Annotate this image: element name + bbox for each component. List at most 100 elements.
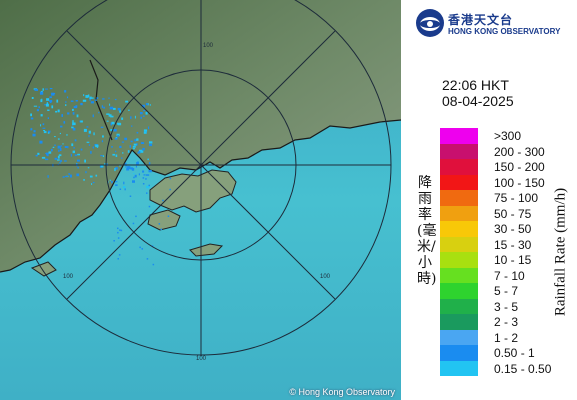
rain-echo [76,173,80,177]
rain-echo [132,145,136,148]
rain-echo [70,100,74,102]
observatory-logo[interactable]: 香港天文台 HONG KONG OBSERVATORY [415,8,575,42]
rain-echo [60,145,63,147]
rain-echo [59,132,61,135]
rain-echo [44,104,46,106]
rain-echo [86,126,89,128]
rain-echo [152,263,155,266]
rain-echo [142,147,145,151]
rain-echo [51,93,56,95]
radar-map[interactable]: 100 100 100 100 © Hong Kong Observatory [0,0,401,400]
rain-echo [59,161,61,164]
observatory-emblem-icon [416,9,444,37]
rain-echo [133,143,137,146]
legend-swatch [440,159,478,175]
legend-label: 15 - 30 [494,237,532,252]
rain-echo [147,103,149,106]
rain-echo [119,229,121,231]
legend-label: 75 - 100 [494,191,539,205]
rain-echo [102,155,105,157]
rain-echo [32,133,36,137]
rain-echo [45,103,49,107]
rain-echo [113,129,117,132]
rain-echo [102,98,105,100]
legend-swatch [440,345,478,361]
rain-echo [92,181,95,184]
rain-echo [130,167,133,170]
rain-echo [93,132,95,136]
rain-echo [162,199,164,202]
legend-unit-english: Rainfall Rate (mm/h) [552,187,569,317]
rain-echo [131,125,133,127]
rain-echo [41,156,46,159]
rain-echo [60,125,63,128]
rain-echo [89,175,93,178]
rain-echo [149,141,153,144]
rain-echo [121,157,123,159]
rain-echo [65,104,67,106]
rain-echo [117,237,120,239]
rain-echo [135,165,137,168]
rain-echo [139,112,143,115]
rain-echo [47,109,50,111]
legend-label: 50 - 75 [494,206,532,221]
range-label-north: 100 [203,43,214,49]
rain-echo [140,116,142,119]
rain-echo [100,164,104,168]
rain-echo [77,166,79,169]
legend-label: 200 - 300 [494,144,545,159]
legend-label: 5 - 7 [494,284,519,298]
rain-echo [146,192,148,194]
rain-echo [67,96,69,99]
rain-echo [145,103,148,106]
rain-echo [77,159,80,162]
rain-echo [46,98,50,101]
coastline [0,119,401,273]
rain-echo [38,106,40,109]
rain-echo [102,135,104,138]
legend-swatch [440,298,478,314]
rain-echo [92,114,94,118]
rain-echo [118,254,121,256]
rain-echo [82,99,87,102]
rain-echo [40,124,42,127]
rain-echo [142,177,145,179]
rain-echo [55,110,58,113]
rain-echo [110,115,114,118]
rain-echo [57,145,61,149]
rain-echo [80,148,83,151]
legend-label: 1 - 2 [494,330,519,345]
rain-echo [111,146,113,148]
legend-swatch [440,205,478,221]
lantau-island [147,209,181,231]
rain-echo [54,157,58,160]
rain-echo [72,150,75,154]
rain-echo [37,152,40,155]
rain-echo [132,222,135,225]
rain-echo [73,146,75,149]
rain-echo [72,127,76,131]
rain-echo [31,97,34,99]
rain-echo [139,150,144,153]
legend-label: >300 [494,129,522,143]
rain-echo [67,146,69,149]
rain-echo [62,143,64,145]
rain-echo [125,100,129,103]
legend-label: 3 - 5 [494,299,519,314]
rain-echo [67,112,70,115]
rain-echo [148,169,152,173]
range-label-southwest: 100 [63,274,74,280]
rain-echo [88,130,91,134]
rain-echo [117,227,119,230]
rain-echo [169,188,171,191]
rain-echo [36,109,39,112]
legend-label: 10 - 15 [494,253,532,267]
rain-echo [103,106,105,109]
rain-echo [39,140,43,144]
rain-echo [47,130,51,133]
rain-echo [46,152,49,156]
rain-echo [65,101,67,103]
rain-echo [64,160,67,162]
legend-swatch [440,252,478,268]
rain-echo [95,174,98,177]
